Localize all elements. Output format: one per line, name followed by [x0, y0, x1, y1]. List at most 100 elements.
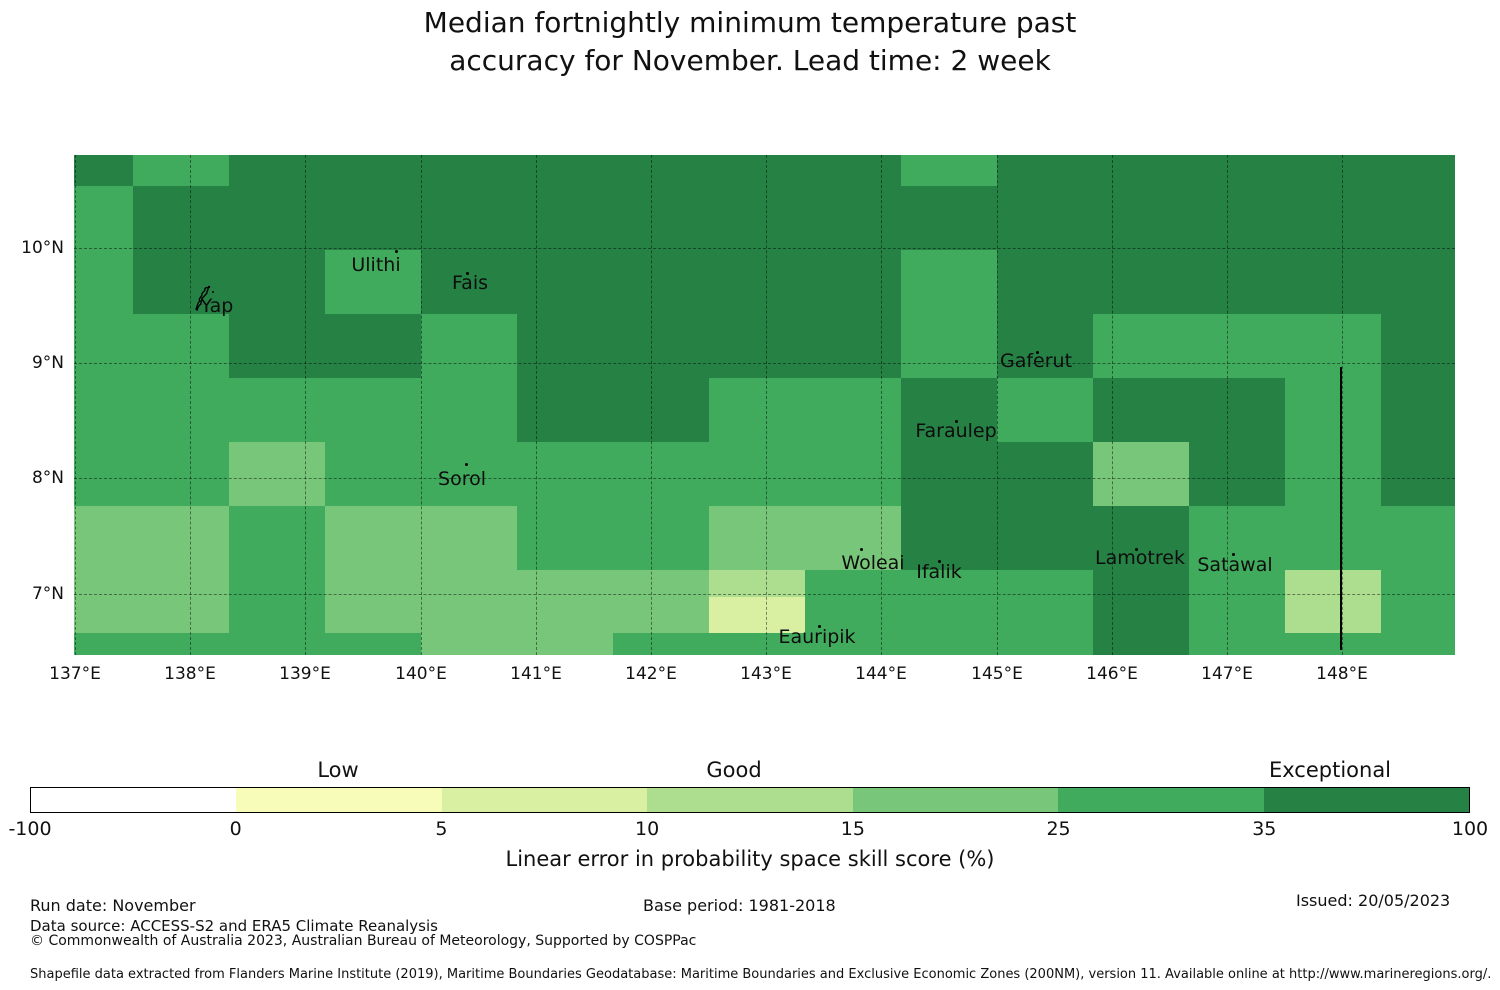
island-label-gaferut: Gaferut [999, 350, 1073, 372]
map-cell [74, 633, 133, 655]
map-cell [1285, 155, 1381, 186]
map-cell [1285, 442, 1381, 506]
map-cell [1381, 570, 1455, 633]
island-label-faraulep: Faraulep [915, 420, 997, 442]
copyright-text: © Commonwealth of Australia 2023, Austra… [30, 933, 697, 949]
map-cell [613, 378, 709, 442]
shapefile-attribution-text: Shapefile data extracted from Flanders M… [30, 967, 1492, 982]
map-cell [613, 250, 709, 314]
map-cell [997, 506, 1093, 570]
map-cell [517, 186, 613, 250]
map-cell [805, 506, 901, 570]
map-cell [709, 186, 805, 250]
x-tick-label: 147°E [1201, 664, 1253, 684]
map-cell [1381, 186, 1455, 250]
map-cell [1285, 378, 1381, 442]
map-cell [133, 633, 229, 655]
map-cell [1093, 250, 1189, 314]
map-cell [709, 442, 805, 506]
x-tick-label: 143°E [740, 664, 792, 684]
map-cell [325, 506, 421, 570]
map-cell [325, 633, 421, 655]
map-cell [1381, 314, 1455, 378]
map-cell [421, 155, 517, 186]
map-cell [133, 378, 229, 442]
map-cell [1189, 155, 1285, 186]
map-cell [1189, 506, 1285, 570]
gridline-horizontal [74, 248, 1455, 249]
island-label-eauripik: Eauripik [778, 626, 856, 648]
map-area: Yap Ulithi Fais Sorol Gaferut Faraulep Woleai I… [74, 155, 1455, 655]
x-tick-label: 138°E [164, 664, 216, 684]
map-cell [901, 314, 997, 378]
island-dot-woleai [860, 548, 863, 551]
colorbar-quality-label-exceptional: Exceptional [1268, 758, 1392, 782]
map-cell [1093, 155, 1189, 186]
run-date-text: Run date: November [30, 896, 196, 915]
map-cell [709, 155, 805, 186]
map-cell [613, 186, 709, 250]
map-cell [1189, 314, 1285, 378]
gridline-vertical [651, 155, 652, 655]
gridline-vertical [1112, 155, 1113, 655]
map-cell [805, 570, 901, 633]
island-label-yap: Yap [200, 295, 234, 317]
map-cell [133, 314, 229, 378]
map-cell [74, 570, 133, 633]
map-cell [74, 442, 133, 506]
colorbar-quality-label-low: Low [317, 758, 359, 782]
map-cell [1189, 570, 1285, 633]
colorbar-bound-label: 5 [435, 818, 448, 840]
map-cell [1189, 633, 1285, 655]
map-cell [901, 442, 997, 506]
island-dot-ulithi [395, 250, 398, 253]
island-dot-ifalik [938, 560, 941, 563]
map-cell [613, 442, 709, 506]
gridline-horizontal [74, 363, 1455, 364]
map-cell [133, 442, 229, 506]
map-cell [901, 186, 997, 250]
map-cell [1285, 186, 1381, 250]
map-cell [133, 186, 229, 250]
map-cell [133, 570, 229, 633]
data-source-text: Data source: ACCESS-S2 and ERA5 Climate … [30, 917, 438, 935]
map-cell [1189, 250, 1285, 314]
island-label-ulithi: Ulithi [351, 254, 401, 276]
map-cell [1285, 633, 1381, 655]
map-cell [997, 155, 1093, 186]
map-cell [709, 314, 805, 378]
map-cell [1093, 633, 1189, 655]
map-cell [901, 633, 997, 655]
island-label-lamotrek: Lamotrek [1095, 547, 1185, 569]
map-cell [421, 442, 517, 506]
map-cell [229, 506, 325, 570]
map-cell [421, 506, 517, 570]
map-cell [421, 314, 517, 378]
map-cell [709, 378, 805, 442]
island-dot-sorol [465, 463, 468, 466]
map-cell [1381, 155, 1455, 186]
y-tick-label: 10°N [21, 238, 64, 258]
map-cell [517, 633, 613, 655]
y-tick-label: 9°N [31, 353, 64, 373]
map-cell [229, 378, 325, 442]
map-cell [517, 506, 613, 570]
map-cell [325, 186, 421, 250]
map-cell [613, 314, 709, 378]
map-cell [1285, 570, 1381, 633]
map-cell [325, 378, 421, 442]
yap-island-outline-icon [195, 285, 214, 312]
chart-title: Median fortnightly minimum temperature p… [0, 4, 1500, 80]
map-cell [1093, 186, 1189, 250]
x-tick-label: 142°E [625, 664, 677, 684]
map-cell [517, 378, 613, 442]
gridline-vertical [536, 155, 537, 655]
gridline-vertical [421, 155, 422, 655]
y-tick-label: 8°N [31, 468, 64, 488]
island-label-woleai: Woleai [841, 552, 905, 574]
map-cell [805, 442, 901, 506]
island-label-sorol: Sorol [438, 468, 486, 490]
map-cell [517, 442, 613, 506]
map-cell [421, 378, 517, 442]
